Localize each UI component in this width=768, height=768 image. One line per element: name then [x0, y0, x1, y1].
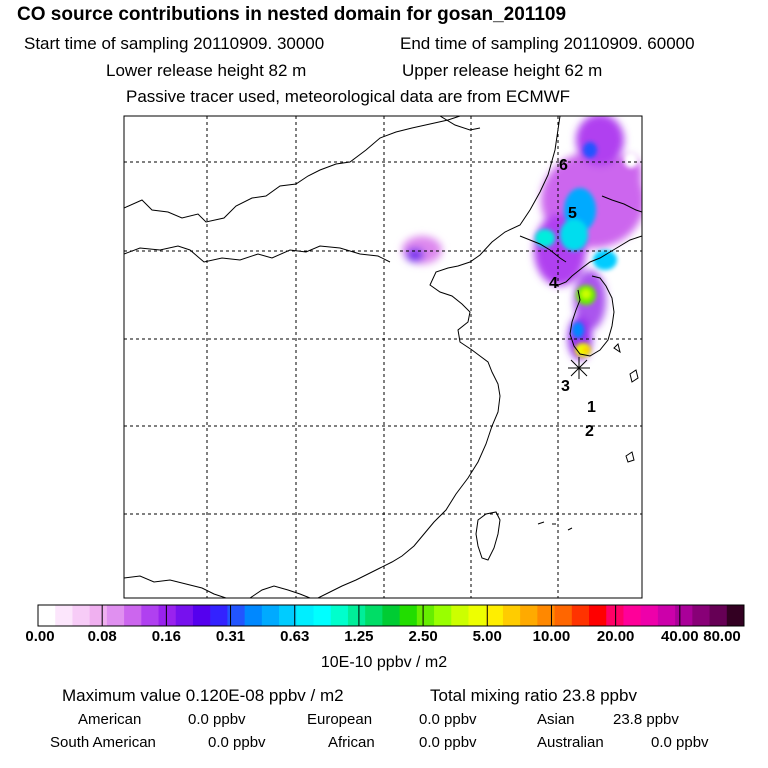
south-american-label: South American [50, 734, 156, 751]
colorbar-swatch [296, 605, 315, 626]
colorbar-swatch [141, 605, 160, 626]
colorbar-swatch [537, 605, 556, 626]
page-title: CO source contributions in nested domain… [17, 4, 567, 25]
african-value: 0.0 ppbv [419, 734, 477, 751]
colorbar-tick-label: 40.00 [661, 628, 699, 645]
colorbar-swatch [192, 605, 211, 626]
receptor-star-marker [568, 357, 590, 379]
colorbar-swatch [55, 605, 73, 626]
colorbar-tick-label: 0.08 [87, 628, 117, 645]
colorbar-swatch [38, 605, 56, 626]
colorbar-swatch [313, 605, 332, 626]
colorbar-swatch [640, 605, 659, 626]
american-label: American [78, 711, 142, 728]
south-american-value: 0.0 ppbv [208, 734, 266, 751]
colorbar-swatch [365, 605, 383, 626]
colorbar-swatch [485, 605, 504, 626]
australian-label: Australian [537, 734, 604, 751]
african-label: African [328, 734, 375, 751]
map-gridlines [124, 116, 642, 598]
colorbar-tick-label: 0.63 [280, 628, 310, 645]
colorbar-swatch [330, 605, 349, 626]
trajectory-label-3: 3 [561, 378, 570, 395]
lower-release-height: Lower release height 82 m [106, 61, 307, 80]
colorbar-tick-label: 1.25 [344, 628, 374, 645]
colorbar-swatch [692, 605, 711, 626]
colorbar-swatch [589, 605, 607, 626]
colorbar-swatch [261, 605, 280, 626]
end-time: End time of sampling 20110909. 60000 [400, 34, 695, 53]
start-time: Start time of sampling 20110909. 30000 [24, 34, 325, 53]
map-area [124, 116, 642, 598]
colorbar-swatch [158, 605, 177, 626]
maximum-value: Maximum value 0.120E-08 ppbv / m2 [62, 686, 344, 705]
european-label: European [307, 711, 373, 728]
colorbar-swatch [227, 605, 246, 626]
colorbar-swatch [244, 605, 263, 626]
colorbar-swatch [72, 605, 91, 626]
european-value: 0.0 ppbv [419, 711, 477, 728]
coastlines [124, 116, 642, 598]
colorbar-swatch [416, 605, 435, 626]
asian-value: 23.8 ppbv [613, 711, 679, 728]
concentration-core [535, 142, 638, 357]
colorbar [37, 604, 745, 627]
colorbar-tick-label: 2.50 [408, 628, 438, 645]
colorbar-swatch [468, 605, 487, 626]
colorbar-tick-label: 10.00 [532, 628, 571, 645]
colorbar-swatch [520, 605, 538, 626]
colorbar-swatch [726, 605, 745, 626]
colorbar-swatch [709, 605, 728, 626]
colorbar-swatch [502, 605, 521, 626]
colorbar-swatch [124, 605, 142, 626]
colorbar-border [37, 604, 745, 627]
colorbar-swatch [382, 605, 401, 626]
colorbar-tick-label: 0.31 [215, 628, 246, 645]
colorbar-tick-label: 80.00 [703, 628, 741, 645]
colorbar-swatch [434, 605, 452, 626]
trajectory-labels: 6 5 4 3 1 2 [549, 157, 596, 440]
colorbar-swatch [606, 605, 624, 626]
trajectory-label-5: 5 [568, 205, 577, 222]
colorbar-tick-label: 5.00 [472, 628, 502, 645]
colorbar-swatch [399, 605, 418, 626]
trajectory-label-1: 1 [587, 399, 596, 416]
colorbar-swatch [347, 605, 366, 626]
colorbar-swatch [106, 605, 125, 626]
total-mixing-ratio: Total mixing ratio 23.8 ppbv [430, 686, 637, 705]
colorbar-swatch [554, 605, 573, 626]
trajectory-label-4: 4 [549, 275, 558, 292]
colorbar-tick-label: 20.00 [596, 628, 635, 645]
colorbar-swatch [210, 605, 228, 626]
map-border [123, 115, 643, 599]
asian-label: Asian [537, 711, 575, 728]
colorbar-swatch [623, 605, 642, 626]
colorbar-units: 10E-10 ppbv / m2 [320, 654, 448, 671]
colorbar-swatch [279, 605, 297, 626]
colorbar-swatch [657, 605, 676, 626]
american-value: 0.0 ppbv [188, 711, 246, 728]
trajectory-label-2: 2 [585, 423, 594, 440]
tracer-note: Passive tracer used, meteorological data… [126, 87, 571, 106]
colorbar-swatch [675, 605, 693, 626]
colorbar-swatch [451, 605, 469, 626]
australian-value: 0.0 ppbv [651, 734, 709, 751]
upper-release-height: Upper release height 62 m [402, 61, 603, 80]
trajectory-label-6: 6 [559, 157, 568, 174]
colorbar-tick-label: 0.00 [25, 628, 55, 645]
colorbar-swatch [175, 605, 194, 626]
colorbar-tick-label: 0.16 [151, 628, 181, 645]
colorbar-swatch [89, 605, 108, 626]
colorbar-swatch [571, 605, 590, 626]
